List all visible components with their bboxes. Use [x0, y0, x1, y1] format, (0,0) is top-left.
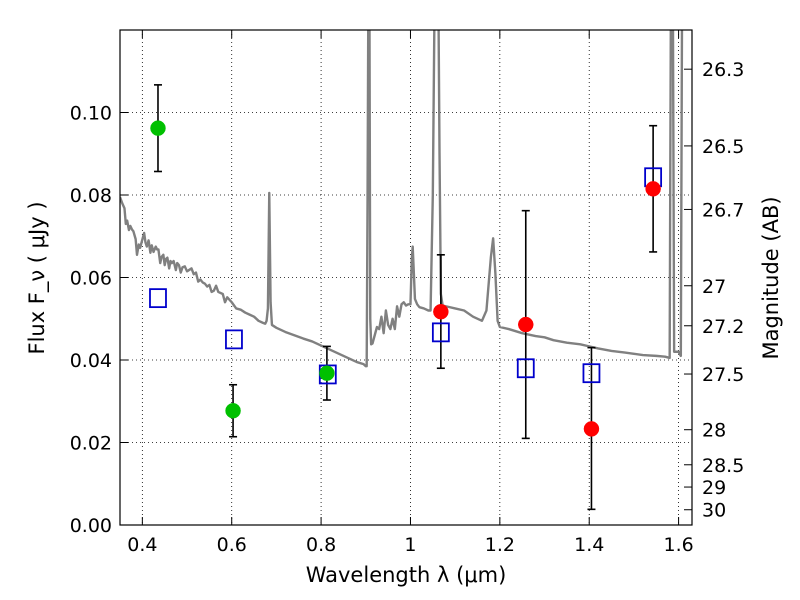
x-tick-label: 1.4: [574, 534, 604, 556]
model-spectrum-layer: [120, 30, 684, 368]
axis-ticks: 0.4 0.6 0.8 1 1.2 1.4 1.6 0.00 0.02 0.04 0.06 0.08 0…: [70, 30, 744, 556]
errorbar-layer: [153, 84, 658, 511]
x-tick-label: 0.4: [127, 534, 157, 556]
right-axis-tick-label: 26.3: [702, 59, 744, 81]
right-axis-tick-label: 27: [702, 276, 726, 298]
right-axis-tick-label: 28.5: [702, 455, 744, 477]
x-tick-label: 1.6: [663, 534, 693, 556]
right-axis-label: Magnitude (AB): [759, 196, 783, 359]
circle-marker: [225, 402, 241, 419]
x-axis-label: Wavelength λ (μm): [306, 563, 507, 587]
open-square-marker: [225, 329, 243, 350]
open-square-marker: [431, 322, 450, 343]
circle-marker: [583, 421, 600, 437]
x-tick-label: 0.8: [306, 534, 336, 556]
right-axis-tick-label: 28: [702, 420, 726, 442]
plot-background: [120, 30, 692, 525]
x-tick-label: 1: [404, 534, 416, 556]
circle-marker: [319, 365, 335, 381]
circle-marker: [433, 303, 449, 320]
x-tick-label: 1.2: [485, 534, 515, 556]
x-tick-label: 0.6: [217, 534, 247, 556]
y-tick-label: 0.06: [70, 268, 112, 290]
right-axis-tick-label: 29: [702, 477, 726, 499]
right-axis-tick-label: 27.5: [702, 364, 744, 386]
y-tick-label: 0.02: [70, 433, 112, 455]
open-square-marker: [582, 363, 601, 384]
right-axis-tick-label: 26.7: [702, 199, 744, 221]
y-tick-label: 0.08: [70, 185, 112, 207]
right-axis-tick-label: 27.2: [702, 316, 744, 338]
right-axis-tick-label: 30: [702, 500, 726, 522]
open-square-marker: [149, 288, 167, 309]
y-tick-label: 0.00: [70, 515, 112, 537]
right-axis-tick-label: 26.5: [702, 136, 744, 158]
model-spectrum-line: [120, 30, 684, 368]
circle-marker: [518, 316, 534, 333]
y-tick-label: 0.04: [70, 350, 112, 372]
open-square-marker: [516, 358, 535, 379]
y-axis-label: Flux F_ν ( μJy ): [25, 201, 50, 354]
circle-marker: [150, 120, 166, 136]
marker-layer: [149, 120, 663, 437]
circle-marker: [645, 181, 661, 197]
y-tick-label: 0.10: [70, 103, 112, 125]
